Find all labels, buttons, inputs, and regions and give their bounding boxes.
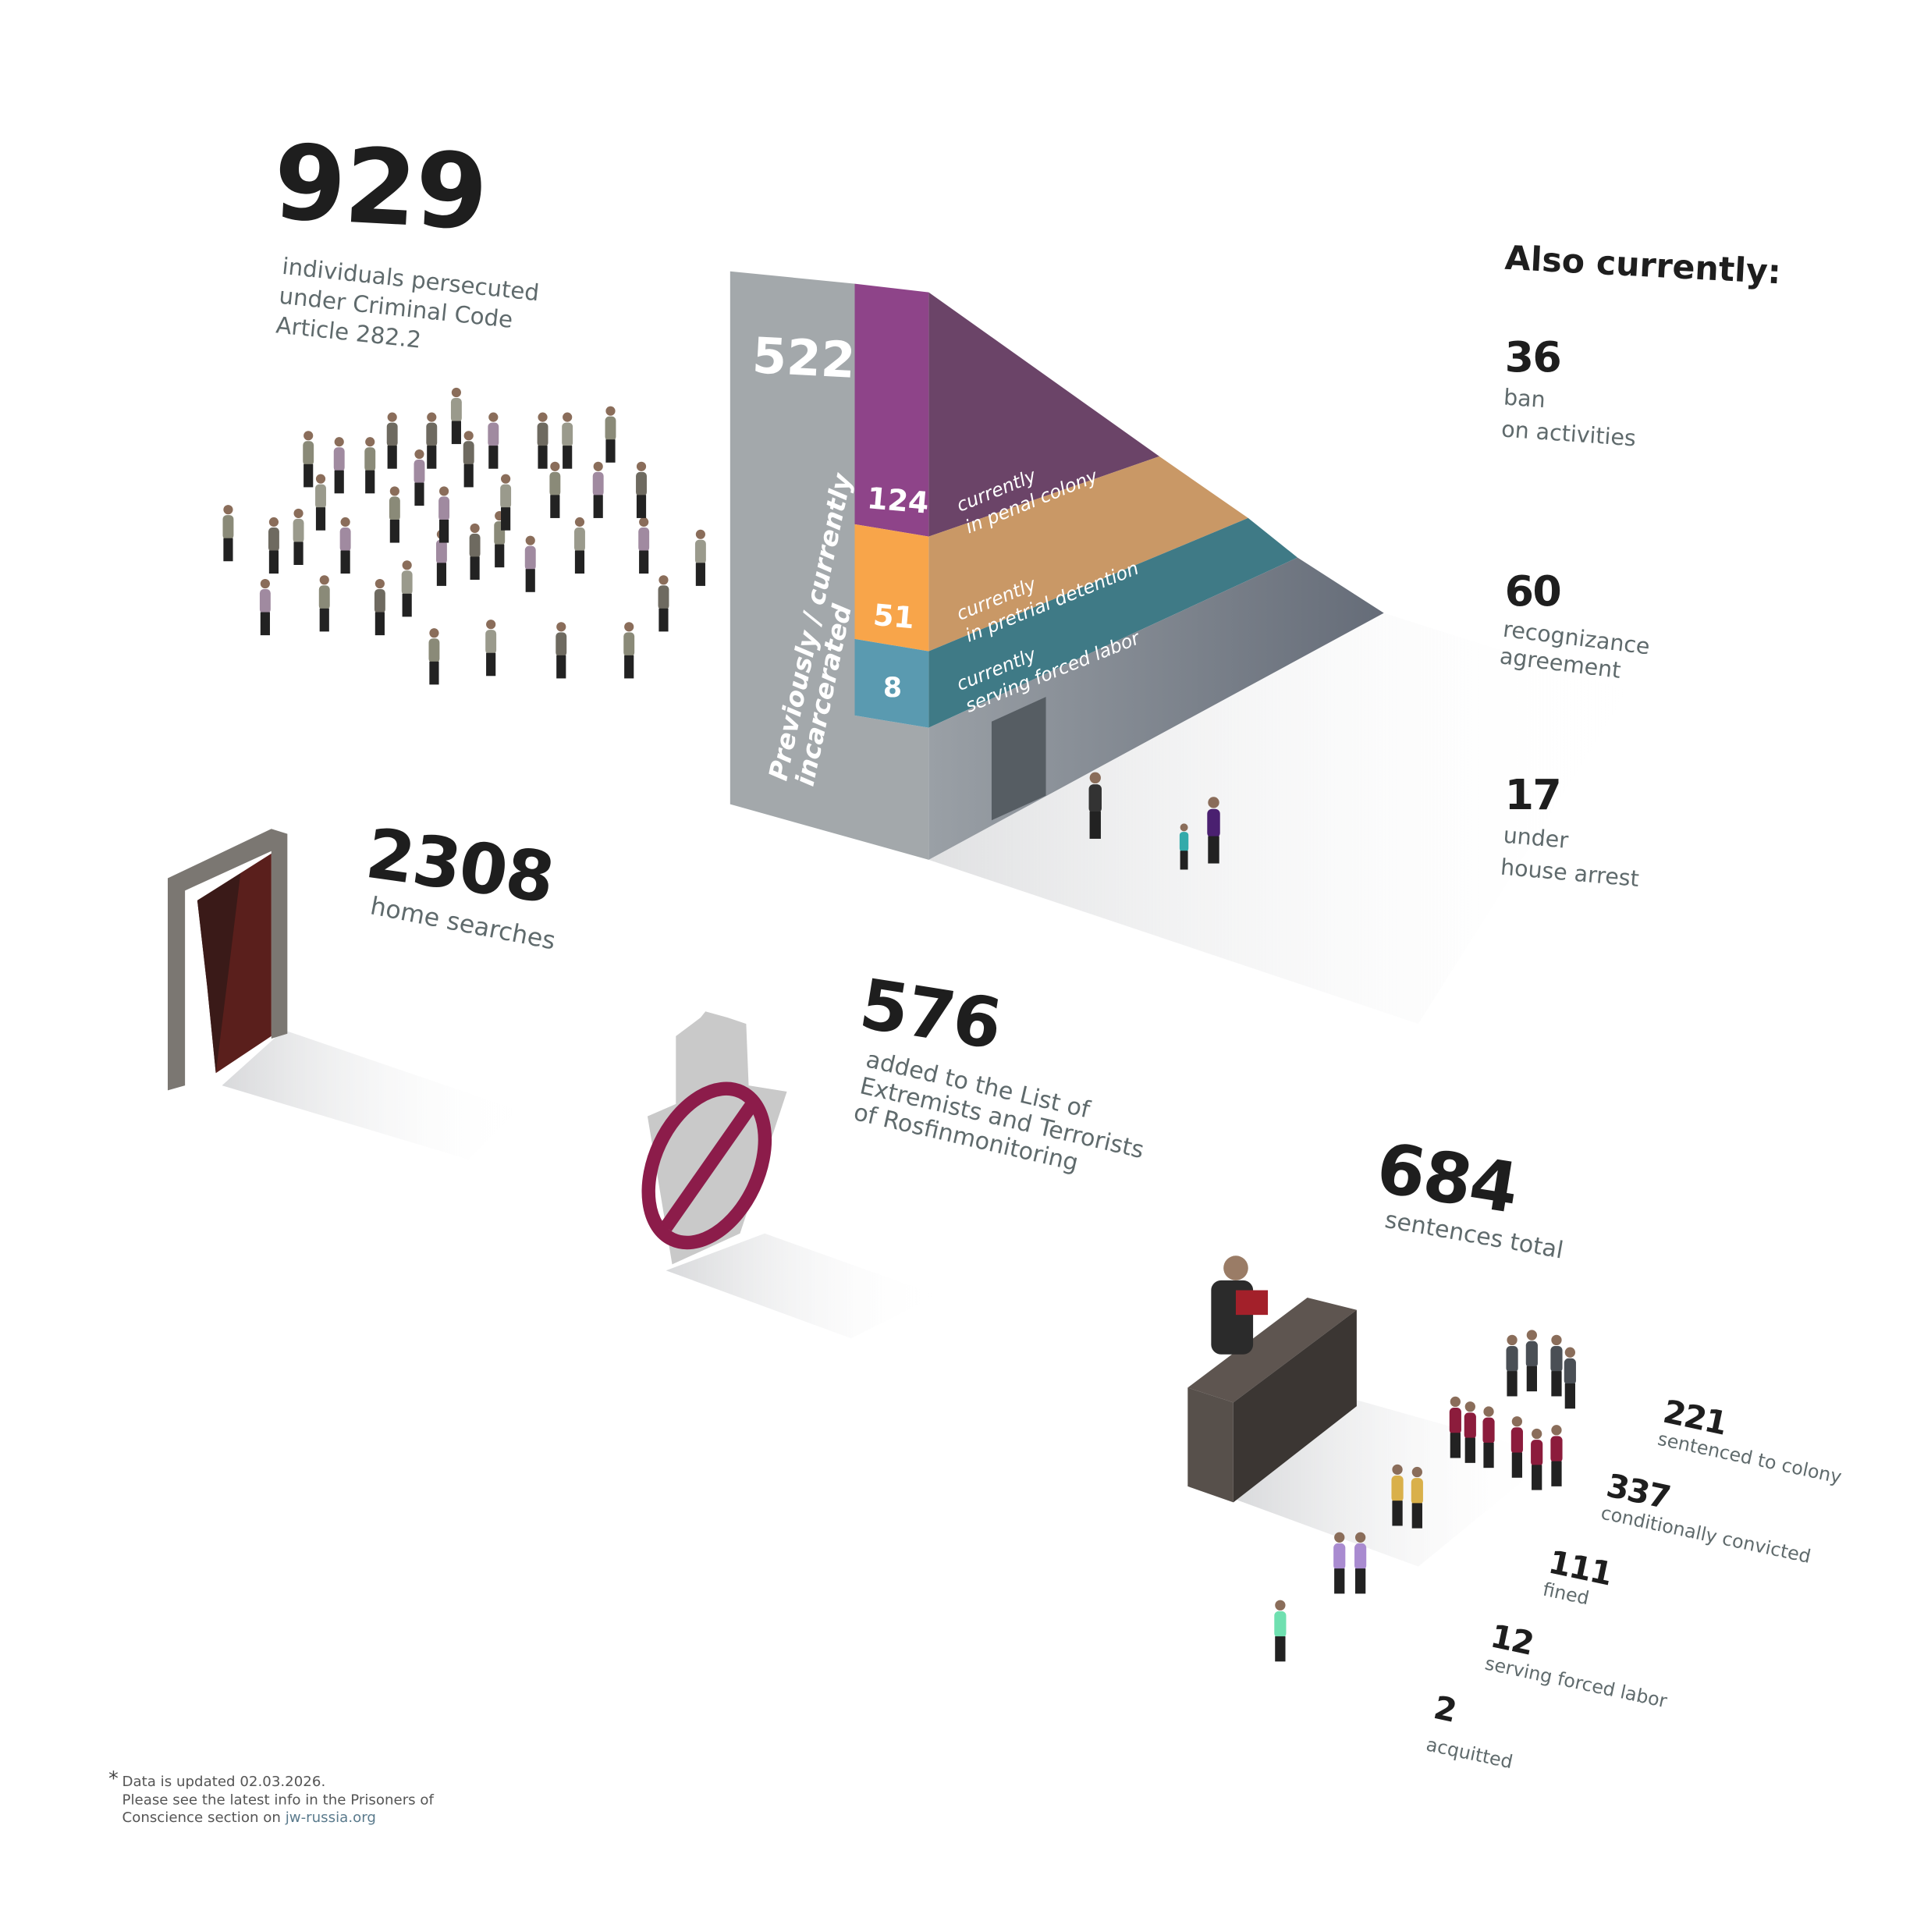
person-figure: [1449, 1396, 1461, 1458]
side-pretrial-detention: [928, 456, 1248, 652]
building-doorway: [991, 697, 1046, 821]
person-figure: [1333, 1532, 1346, 1594]
person-figure: [1464, 1401, 1476, 1463]
person-figure: [1411, 1466, 1423, 1529]
person-figure: [1179, 823, 1189, 870]
person-figure: [1510, 1416, 1523, 1478]
person-figure: [428, 628, 440, 685]
door-panel-shade: [197, 873, 241, 1074]
prohibited-slash: [660, 1099, 758, 1231]
footnote-asterisk: *: [108, 1766, 119, 1790]
hand-shadow: [666, 1233, 938, 1339]
person-figure: [389, 486, 400, 543]
person-figure: [1550, 1425, 1563, 1486]
segment-forced-labor: [854, 638, 929, 728]
person-figure: [623, 622, 635, 679]
footnote-line: Please see the latest info in the Prison…: [122, 1790, 434, 1808]
person-figure: [574, 517, 585, 574]
person-figure: [414, 449, 425, 506]
persecuted-count: 929: [271, 121, 490, 254]
person-figure: [636, 461, 647, 518]
forced-labor-count: 8: [882, 673, 903, 705]
also-item-value: 60: [1504, 567, 1562, 617]
prohibited-sign-icon: [641, 1081, 772, 1250]
judge-figure: [1211, 1255, 1269, 1355]
footnote-text: Conscience section on: [122, 1808, 286, 1826]
person-figure: [450, 387, 462, 445]
person-figure: [386, 412, 398, 469]
side-forced-labor: [928, 517, 1298, 728]
person-figure: [259, 578, 271, 636]
person-figure: [1506, 1334, 1518, 1397]
podium-top: [1187, 1298, 1357, 1403]
person-figure: [469, 523, 481, 580]
also-item-label: under house arrest: [1499, 820, 1643, 896]
person-figure: [364, 437, 376, 494]
person-figure: [1088, 772, 1102, 839]
person-figure: [1564, 1347, 1576, 1409]
person-figure: [463, 431, 474, 488]
person-figure: [1482, 1406, 1495, 1469]
also-item-value: 36: [1504, 332, 1562, 383]
person-figure: [1354, 1532, 1367, 1594]
segment-penal-colony: [854, 283, 929, 537]
person-figure: [562, 412, 573, 469]
person-figure: [1525, 1330, 1538, 1392]
person-figure: [374, 578, 385, 636]
person-figure: [605, 406, 616, 463]
person-figure: [315, 474, 326, 531]
footnote-line: Conscience section on jw-russia.org: [122, 1808, 433, 1826]
podium-side: [1233, 1309, 1357, 1503]
person-figure: [549, 461, 561, 518]
footnote: Data is updated 02.03.2026. Please see t…: [122, 1773, 433, 1827]
person-figure: [318, 575, 330, 632]
also-item-label: ban on activities: [1500, 382, 1639, 456]
person-figure: [1207, 797, 1220, 864]
also-item-value: 17: [1504, 771, 1562, 821]
person-figure: [222, 505, 234, 562]
person-figure: [1531, 1428, 1543, 1490]
pretrial-count: 51: [871, 598, 916, 636]
people-group: [222, 387, 1576, 1662]
also-item-ban: 36 ban on activities: [1500, 332, 1640, 453]
person-figure: [537, 412, 548, 469]
person-figure: [1274, 1600, 1287, 1662]
side-penal-colony: [928, 292, 1159, 537]
also-item-recognizance: 60 recognizance agreement: [1498, 567, 1652, 684]
incarcerated-total: 522: [751, 328, 857, 390]
penal-colony-count: 124: [865, 481, 931, 521]
person-figure: [401, 560, 413, 617]
segment-pretrial-detention: [854, 524, 929, 652]
person-figure: [658, 575, 669, 632]
jw-russia-link[interactable]: jw-russia.org: [285, 1808, 376, 1826]
person-figure: [293, 508, 304, 566]
door-frame-icon: [167, 829, 288, 1091]
also-item-house-arrest: 17 under house arrest: [1500, 771, 1644, 893]
person-figure: [694, 529, 706, 586]
podium-front: [1187, 1387, 1234, 1503]
incarcerated-column: [729, 271, 929, 860]
person-figure: [339, 517, 351, 574]
building-shadow: [928, 613, 1628, 1025]
person-figure: [1391, 1464, 1404, 1526]
person-figure: [303, 431, 314, 488]
person-figure: [500, 474, 512, 531]
person-figure: [426, 412, 438, 469]
door-shadow: [222, 1029, 518, 1160]
person-figure: [438, 486, 450, 543]
person-figure: [592, 461, 604, 518]
person-figure: [1550, 1334, 1563, 1397]
person-figure: [268, 517, 279, 574]
footnote-line: Data is updated 02.03.2026.: [122, 1772, 326, 1790]
person-figure: [556, 622, 567, 679]
person-figure: [524, 535, 536, 592]
person-figure: [333, 437, 345, 494]
person-figure: [638, 517, 650, 574]
person-figure: [485, 620, 497, 677]
person-figure: [488, 412, 499, 469]
